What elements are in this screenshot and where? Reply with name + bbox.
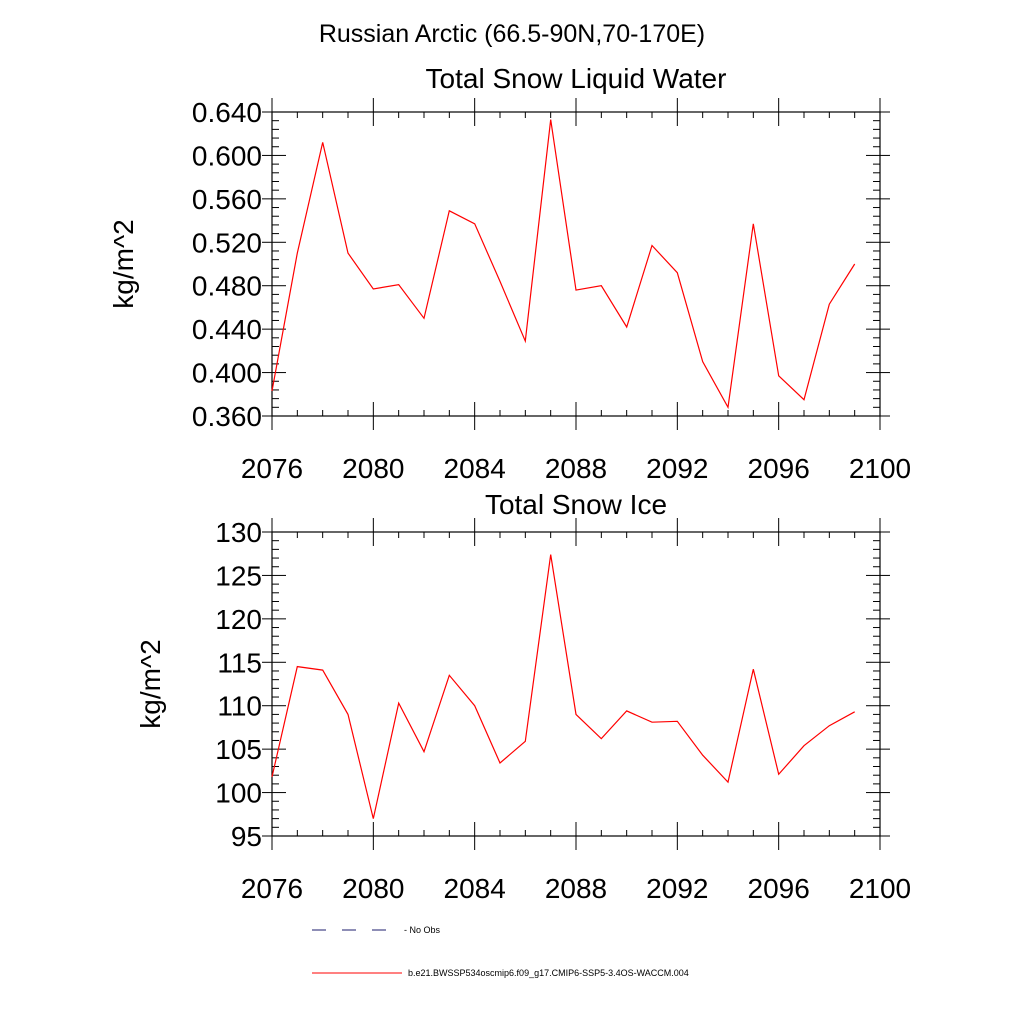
chart-panel-snow-ice: Total Snow Ice 2076 2080 2084 2088 2092 2096 21…: [135, 489, 911, 904]
series-line: [271, 554, 855, 819]
y-tick-label: 125: [215, 560, 262, 591]
y-tick-label: 100: [215, 778, 262, 809]
y-tick-label: 0.400: [192, 358, 262, 389]
series-line: [271, 119, 856, 410]
y-tick-label: 115: [217, 647, 262, 678]
y-tick-label: 105: [215, 734, 262, 765]
y-tick-label: 130: [215, 517, 262, 548]
y-tick-label: 0.440: [192, 314, 262, 345]
x-tick-label: 2088: [545, 873, 607, 904]
legend-label: b.e21.BWSSP534oscmip6.f09_g17.CMIP6-SSP5…: [408, 968, 689, 978]
x-tick-label: 2080: [342, 873, 404, 904]
y-axis-label: kg/m^2: [108, 219, 139, 308]
x-tick-label: 2096: [748, 873, 810, 904]
legend-label: - No Obs: [404, 925, 441, 935]
y-tick-label: 120: [215, 604, 262, 635]
y-tick-label: 0.560: [192, 184, 262, 215]
y-axis-label: kg/m^2: [135, 639, 166, 728]
x-tick-label: 2092: [646, 873, 708, 904]
chart-panel-liquid-water: Total Snow Liquid Water 2076 2080 2084 2088 2…: [108, 63, 911, 484]
chart-title: Total Snow Ice: [485, 489, 667, 520]
x-tick-label: 2084: [444, 453, 506, 484]
y-tick-label: 95: [231, 821, 262, 852]
x-tick-label: 2100: [849, 453, 911, 484]
x-tick-label: 2088: [545, 453, 607, 484]
plot-frame: [271, 111, 881, 417]
x-tick-label: 2084: [444, 873, 506, 904]
x-tick-label: 2076: [241, 873, 303, 904]
x-tick-label: 2092: [646, 453, 708, 484]
y-tick-label: 110: [217, 691, 262, 722]
figure-title: Russian Arctic (66.5-90N,70-170E): [319, 20, 705, 48]
y-tick-label: 0.360: [192, 401, 262, 432]
y-tick-label: 0.640: [192, 97, 262, 128]
y-tick-label: 0.600: [192, 140, 262, 171]
y-tick-label: 0.520: [192, 227, 262, 258]
x-tick-label: 2096: [748, 453, 810, 484]
x-tick-label: 2100: [849, 873, 911, 904]
x-tick-label: 2080: [342, 453, 404, 484]
plot-frame: [271, 531, 881, 837]
chart-title: Total Snow Liquid Water: [426, 63, 727, 94]
y-tick-label: 0.480: [192, 271, 262, 302]
x-tick-label: 2076: [241, 453, 303, 484]
legend: - No Obs b.e21.BWSSP534oscmip6.f09_g17.CM…: [312, 925, 689, 978]
